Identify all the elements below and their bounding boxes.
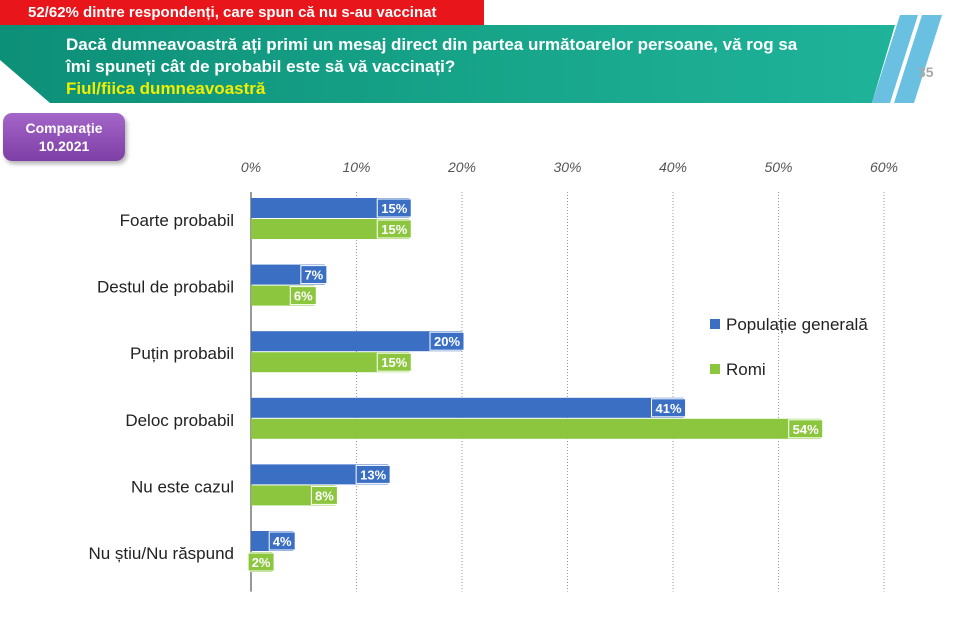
data-label: 2% <box>252 555 271 570</box>
data-label: 7% <box>304 268 323 283</box>
data-label-box <box>376 352 412 372</box>
bar-general <box>251 464 389 485</box>
banner-shape <box>0 25 895 103</box>
data-label-box <box>429 331 465 351</box>
badge-line-1: Comparație <box>25 120 103 136</box>
data-label-box <box>310 485 338 505</box>
data-label-box <box>376 219 412 239</box>
data-label: 13% <box>360 467 386 482</box>
category-label: Nu știu/Nu răspund <box>88 544 234 563</box>
data-label: 41% <box>656 401 682 416</box>
header-banner <box>0 15 942 103</box>
data-label: 54% <box>793 422 819 437</box>
respondents-tag: 52/62% dintre respondenți, care spun că … <box>0 0 484 25</box>
comparison-badge: Comparație 10.2021 <box>3 113 125 161</box>
question-subtitle: Fiul/fiica dumneavoastră <box>66 79 266 98</box>
data-label: 4% <box>273 534 292 549</box>
legend-item-general: Populație generală <box>710 315 868 335</box>
bar-general <box>251 198 410 218</box>
category-label: Foarte probabil <box>120 211 234 230</box>
x-tick-label: 60% <box>870 159 898 175</box>
data-label-box <box>268 531 296 551</box>
data-label: 15% <box>381 201 407 216</box>
data-label-box <box>355 464 391 484</box>
legend-item-romi: Romi <box>710 360 766 380</box>
x-tick-label: 30% <box>553 159 581 175</box>
legend-swatch-romi <box>710 364 720 374</box>
x-tick-label: 20% <box>447 159 476 175</box>
question-line-2: îmi spuneți cât de probabil este să vă v… <box>66 57 456 76</box>
data-label-box <box>376 198 412 218</box>
x-tick-label: 0% <box>241 159 261 175</box>
data-label: 8% <box>315 488 334 503</box>
category-label: Deloc probabil <box>125 411 234 430</box>
data-label-box <box>247 552 275 572</box>
legend-label-romi: Romi <box>726 360 766 379</box>
bar-general <box>251 331 462 352</box>
question-line-1: Dacă dumneavoastră ați primi un mesaj di… <box>66 35 798 54</box>
data-label: 15% <box>381 222 407 237</box>
category-label: Destul de probabil <box>97 278 234 297</box>
bar-chart: 0% 10% 20% 30% 40% 50% 60% Foarte probabil 15% 15… <box>88 159 898 592</box>
banner-stripe <box>872 15 918 103</box>
data-label: 15% <box>381 355 407 370</box>
data-label: 6% <box>294 289 313 304</box>
x-tick-label: 40% <box>659 159 687 175</box>
bar-romi <box>251 352 410 373</box>
x-tick-label: 50% <box>764 159 792 175</box>
page-number: 35 <box>918 64 934 80</box>
data-label: 20% <box>434 334 460 349</box>
bar-romi <box>251 418 821 439</box>
banner-stripe <box>894 15 942 103</box>
data-label-box <box>289 286 317 306</box>
category-label: Nu este cazul <box>131 477 234 496</box>
category-label: Puțin probabil <box>130 344 234 363</box>
x-tick-label: 10% <box>342 159 370 175</box>
bar-general <box>251 397 684 418</box>
badge-line-2: 10.2021 <box>38 138 90 154</box>
data-label-box <box>300 265 328 285</box>
bar-romi <box>251 219 410 239</box>
question-text: Dacă dumneavoastră ați primi un mesaj di… <box>66 34 886 100</box>
legend-swatch-general <box>710 319 720 329</box>
data-label-box <box>788 419 824 439</box>
data-label-box <box>651 398 687 418</box>
legend-label-general: Populație generală <box>726 315 868 334</box>
